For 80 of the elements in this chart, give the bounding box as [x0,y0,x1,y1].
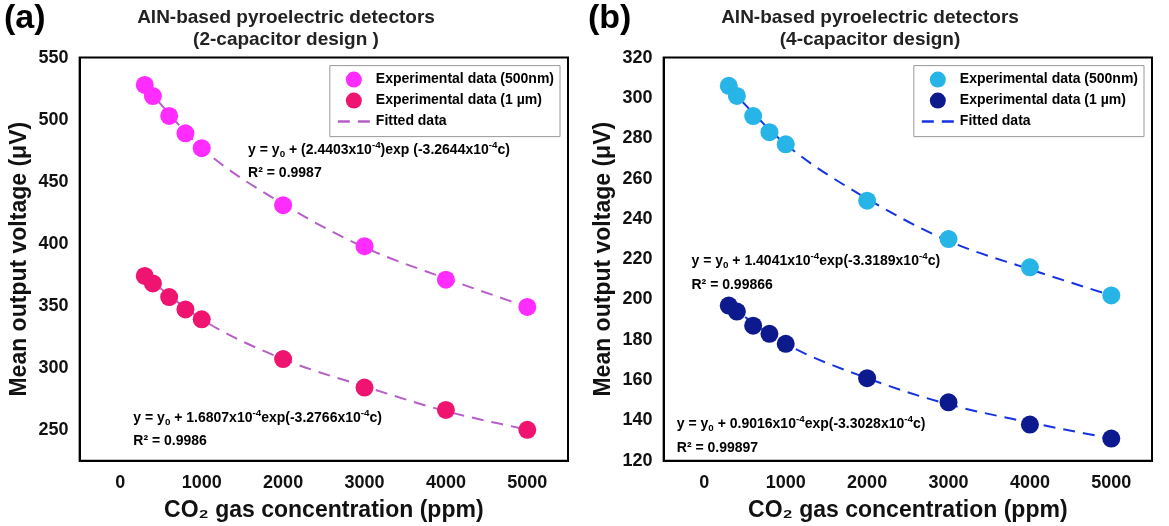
point [744,107,763,126]
point [939,230,958,249]
y-tick-label: 320 [622,46,653,67]
point [274,196,293,215]
point [1020,415,1039,434]
x-axis-title: CO₂ gas concentration (ppm) [748,495,1068,522]
y-tick-label: 400 [38,232,69,253]
x-tick-label: 0 [115,471,126,492]
point [1102,286,1121,305]
y-tick-label: 160 [622,369,653,390]
x-tick-label: 2000 [263,471,304,492]
x-tick-label: 4000 [1009,471,1050,492]
legend-label: Fitted data [375,112,447,129]
x-tick-label: 1000 [181,471,222,492]
point [776,135,795,154]
x-tick-label: 0 [699,471,710,492]
y-tick-label: 450 [38,170,69,191]
y-tick-label: 350 [38,294,69,315]
y-tick-label: 140 [622,409,653,430]
point [355,378,374,397]
legend-label: Experimental data (1 µm) [375,91,542,108]
y-tick-label: 550 [38,46,69,67]
x-axis-title: CO₂ gas concentration (ppm) [164,495,484,522]
point [192,139,211,158]
x-tick-label: 3000 [928,471,969,492]
point [760,123,779,142]
point [274,350,293,369]
point [1102,429,1121,448]
point [518,297,537,316]
annotation: R² = 0.99866 [691,276,774,293]
point [858,191,877,210]
text: (a) [4,0,46,36]
point [518,420,537,439]
y-tick-label: 180 [622,328,653,349]
point [760,324,779,343]
point [1020,258,1039,277]
y-tick-label: 120 [622,449,653,470]
y-tick-label: 280 [622,127,653,148]
point [727,302,746,321]
x-tick-label: 5000 [1091,471,1132,492]
legend-label: Fitted data [959,112,1031,129]
y-tick-label: 500 [38,108,69,129]
point [176,300,195,319]
point [176,124,195,143]
point [436,270,455,289]
y-tick-label: 300 [622,86,653,107]
point [355,237,374,256]
y-axis-title: Mean output voltage (μV) [5,121,32,397]
point [143,87,162,106]
annotation: R² = 0.9986 [133,432,208,449]
chart-title: AlN-based pyroelectric detectors (2-capacitor design ) [137,5,435,50]
legend-label: Experimental data (500nm) [375,70,554,87]
y-tick-label: 200 [622,288,653,309]
x-tick-label: 4000 [425,471,466,492]
x-tick-label: 1000 [765,471,806,492]
annotation: R² = 0.99897 [676,438,759,455]
legend-label: Experimental data (1 µm) [959,91,1126,108]
legend-label: Experimental data (500nm) [959,70,1138,87]
point [744,316,763,335]
y-tick-label: 300 [38,356,69,377]
x-tick-label: 3000 [344,471,385,492]
x-tick-label: 5000 [507,471,548,492]
point [160,106,179,125]
point [160,288,179,307]
point [858,369,877,388]
y-tick-label: 250 [38,418,69,439]
text: (b) [588,0,632,36]
annotation: R² = 0.9987 [248,164,322,181]
point [776,334,795,353]
y-tick-label: 220 [622,248,653,269]
chart-title: AlN-based pyroelectric detectors (4-capacitor design) [721,5,1019,50]
point [436,400,455,419]
point [727,86,746,105]
point [192,310,211,329]
y-tick-label: 240 [622,207,653,228]
point [143,274,162,293]
point [939,393,958,412]
x-tick-label: 2000 [847,471,888,492]
y-axis-title: Mean output voltage (μV) [589,121,616,397]
y-tick-label: 260 [622,167,653,188]
